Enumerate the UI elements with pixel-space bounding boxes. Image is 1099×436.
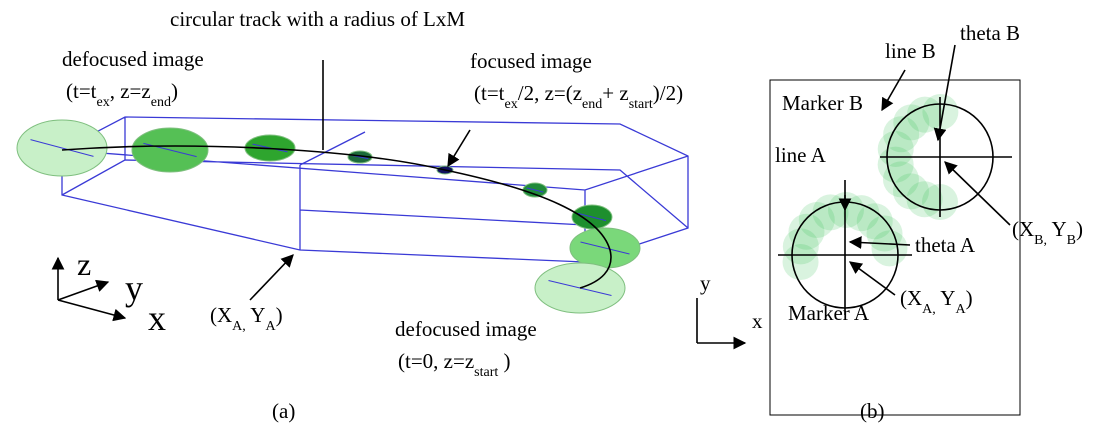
axis-label: y bbox=[700, 271, 711, 295]
panel-b: Marker B Marker A line B theta B line A … bbox=[697, 21, 1083, 423]
label: line A bbox=[775, 143, 827, 167]
text-part: /2, z=(z bbox=[518, 81, 582, 105]
label: line B bbox=[885, 39, 936, 63]
text-part: (X bbox=[1012, 217, 1034, 241]
text-part: (X bbox=[900, 286, 922, 310]
subscript: B bbox=[1067, 233, 1076, 248]
label: Marker A bbox=[788, 301, 870, 325]
text-part: , z=z bbox=[110, 79, 151, 103]
axis bbox=[58, 282, 108, 300]
axis-label: x bbox=[148, 298, 166, 338]
axis-label: x bbox=[752, 309, 763, 333]
text-part: (t=t bbox=[474, 81, 505, 105]
leader bbox=[250, 255, 293, 300]
subscript: A, bbox=[232, 319, 246, 334]
params: (t=tex, z=zend) bbox=[66, 79, 178, 110]
axis bbox=[58, 300, 125, 318]
panel-a: circular track with a radius of LxM defo… bbox=[17, 7, 688, 423]
subscript: start bbox=[474, 365, 498, 380]
label: focused image bbox=[470, 49, 592, 73]
params: (XA, YA) bbox=[210, 303, 283, 334]
params: (XA, YA) bbox=[900, 286, 973, 317]
marker-spot bbox=[872, 230, 908, 266]
track-label: circular track with a radius of LxM bbox=[170, 7, 465, 31]
text-part: ) bbox=[1076, 217, 1083, 241]
subscript: end bbox=[582, 97, 602, 112]
text-part: Y bbox=[936, 286, 956, 310]
leader bbox=[850, 262, 895, 295]
subscript: ex bbox=[505, 97, 518, 112]
params: (t=tex/2, z=(zend+ zstart)/2) bbox=[474, 81, 683, 112]
figure: circular track with a radius of LxM defo… bbox=[0, 0, 1099, 436]
caption: (a) bbox=[272, 399, 295, 423]
params: (XB, YB) bbox=[1012, 217, 1083, 248]
leader bbox=[448, 130, 470, 166]
params: (t=0, z=zstart ) bbox=[398, 349, 511, 380]
text-part: + z bbox=[602, 81, 628, 105]
subscript: ex bbox=[97, 95, 110, 110]
text-part: Y bbox=[246, 303, 266, 327]
subscript: B, bbox=[1034, 233, 1047, 248]
text-part: (t=0, z=z bbox=[398, 349, 474, 373]
label: Marker B bbox=[782, 91, 863, 115]
page: circular track with a radius of LxM defo… bbox=[0, 0, 1099, 436]
text-part: (X bbox=[210, 303, 232, 327]
label: defocused image bbox=[62, 47, 204, 71]
axis bbox=[697, 298, 745, 343]
axis-label: y bbox=[125, 268, 143, 308]
axis-label: z bbox=[77, 246, 91, 282]
label: defocused image bbox=[395, 317, 537, 341]
text-part: )/2) bbox=[653, 81, 683, 105]
caption: (b) bbox=[860, 399, 885, 423]
text-part: (t=t bbox=[66, 79, 97, 103]
text-part: Y bbox=[1047, 217, 1067, 241]
subscript: end bbox=[151, 95, 171, 110]
text-part: ) bbox=[966, 286, 973, 310]
label: theta B bbox=[960, 21, 1020, 45]
label: theta A bbox=[915, 233, 976, 257]
text-part: ) bbox=[498, 349, 510, 373]
subscript: start bbox=[629, 97, 653, 112]
leader bbox=[882, 70, 905, 110]
text-part: ) bbox=[171, 79, 178, 103]
subscript: A, bbox=[922, 302, 936, 317]
text-part: ) bbox=[276, 303, 283, 327]
track bbox=[62, 146, 611, 288]
